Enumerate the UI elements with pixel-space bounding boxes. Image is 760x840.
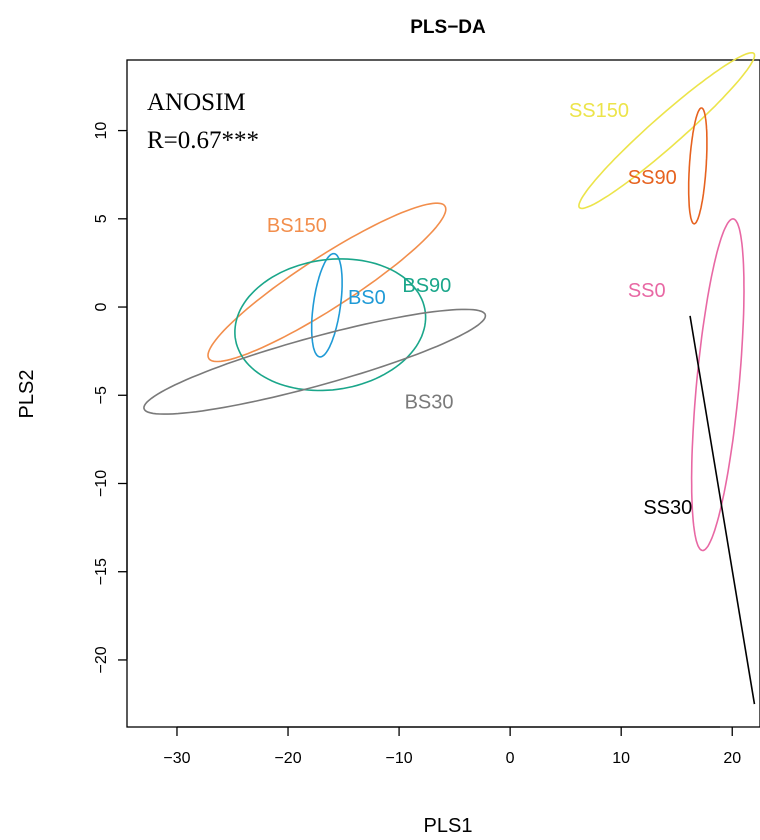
- group-label-ss90: SS90: [628, 167, 677, 189]
- segment-ss30: [689, 315, 756, 705]
- x-tick-label: 10: [612, 750, 630, 767]
- y-tick-label: −15: [93, 558, 110, 585]
- x-tick-label: 0: [506, 750, 515, 767]
- group-label-ss0: SS0: [628, 280, 666, 302]
- group-label-bs150: BS150: [267, 215, 327, 237]
- x-tick-label: −30: [163, 750, 190, 767]
- series-layer: BS150 BS0 BS90 BS30 SS150 SS90 SS0 SS30: [143, 51, 756, 705]
- y-tick-label: 5: [93, 214, 110, 223]
- anosim-label: ANOSIM: [147, 89, 246, 116]
- y-tick-label: −10: [93, 470, 110, 497]
- x-axis-label: PLS1: [424, 815, 473, 837]
- ellipse-ss0: [690, 218, 745, 552]
- x-tick-label: −10: [386, 750, 413, 767]
- anosim-r-value: R=0.67***: [147, 127, 259, 154]
- ellipse-bs90: [234, 258, 427, 392]
- y-tick-label: 10: [93, 122, 110, 140]
- ellipse-ss90: [687, 107, 708, 225]
- y-tick-label: 0: [93, 302, 110, 311]
- group-label-bs30: BS30: [405, 391, 454, 413]
- x-tick-label: −20: [274, 750, 301, 767]
- y-axis: −20 −15 −10 −5 0 5 10: [93, 122, 128, 674]
- y-tick-label: −20: [93, 646, 110, 673]
- group-label-bs0: BS0: [348, 287, 386, 309]
- x-tick-label: 20: [723, 750, 741, 767]
- group-label-ss150: SS150: [569, 100, 629, 122]
- chart-title: PLS−DA: [410, 17, 486, 38]
- ellipse-bs0: [310, 252, 343, 358]
- ellipse-bs30: [143, 308, 487, 415]
- x-axis: −30 −20 −10 0 10 20: [163, 726, 741, 767]
- y-axis-label: PLS2: [16, 370, 38, 419]
- ellipse-ss150: [578, 51, 756, 210]
- y-tick-label: −5: [93, 386, 110, 404]
- group-label-bs90: BS90: [402, 275, 451, 297]
- ellipse-bs150: [207, 202, 447, 363]
- group-label-ss30: SS30: [643, 497, 692, 519]
